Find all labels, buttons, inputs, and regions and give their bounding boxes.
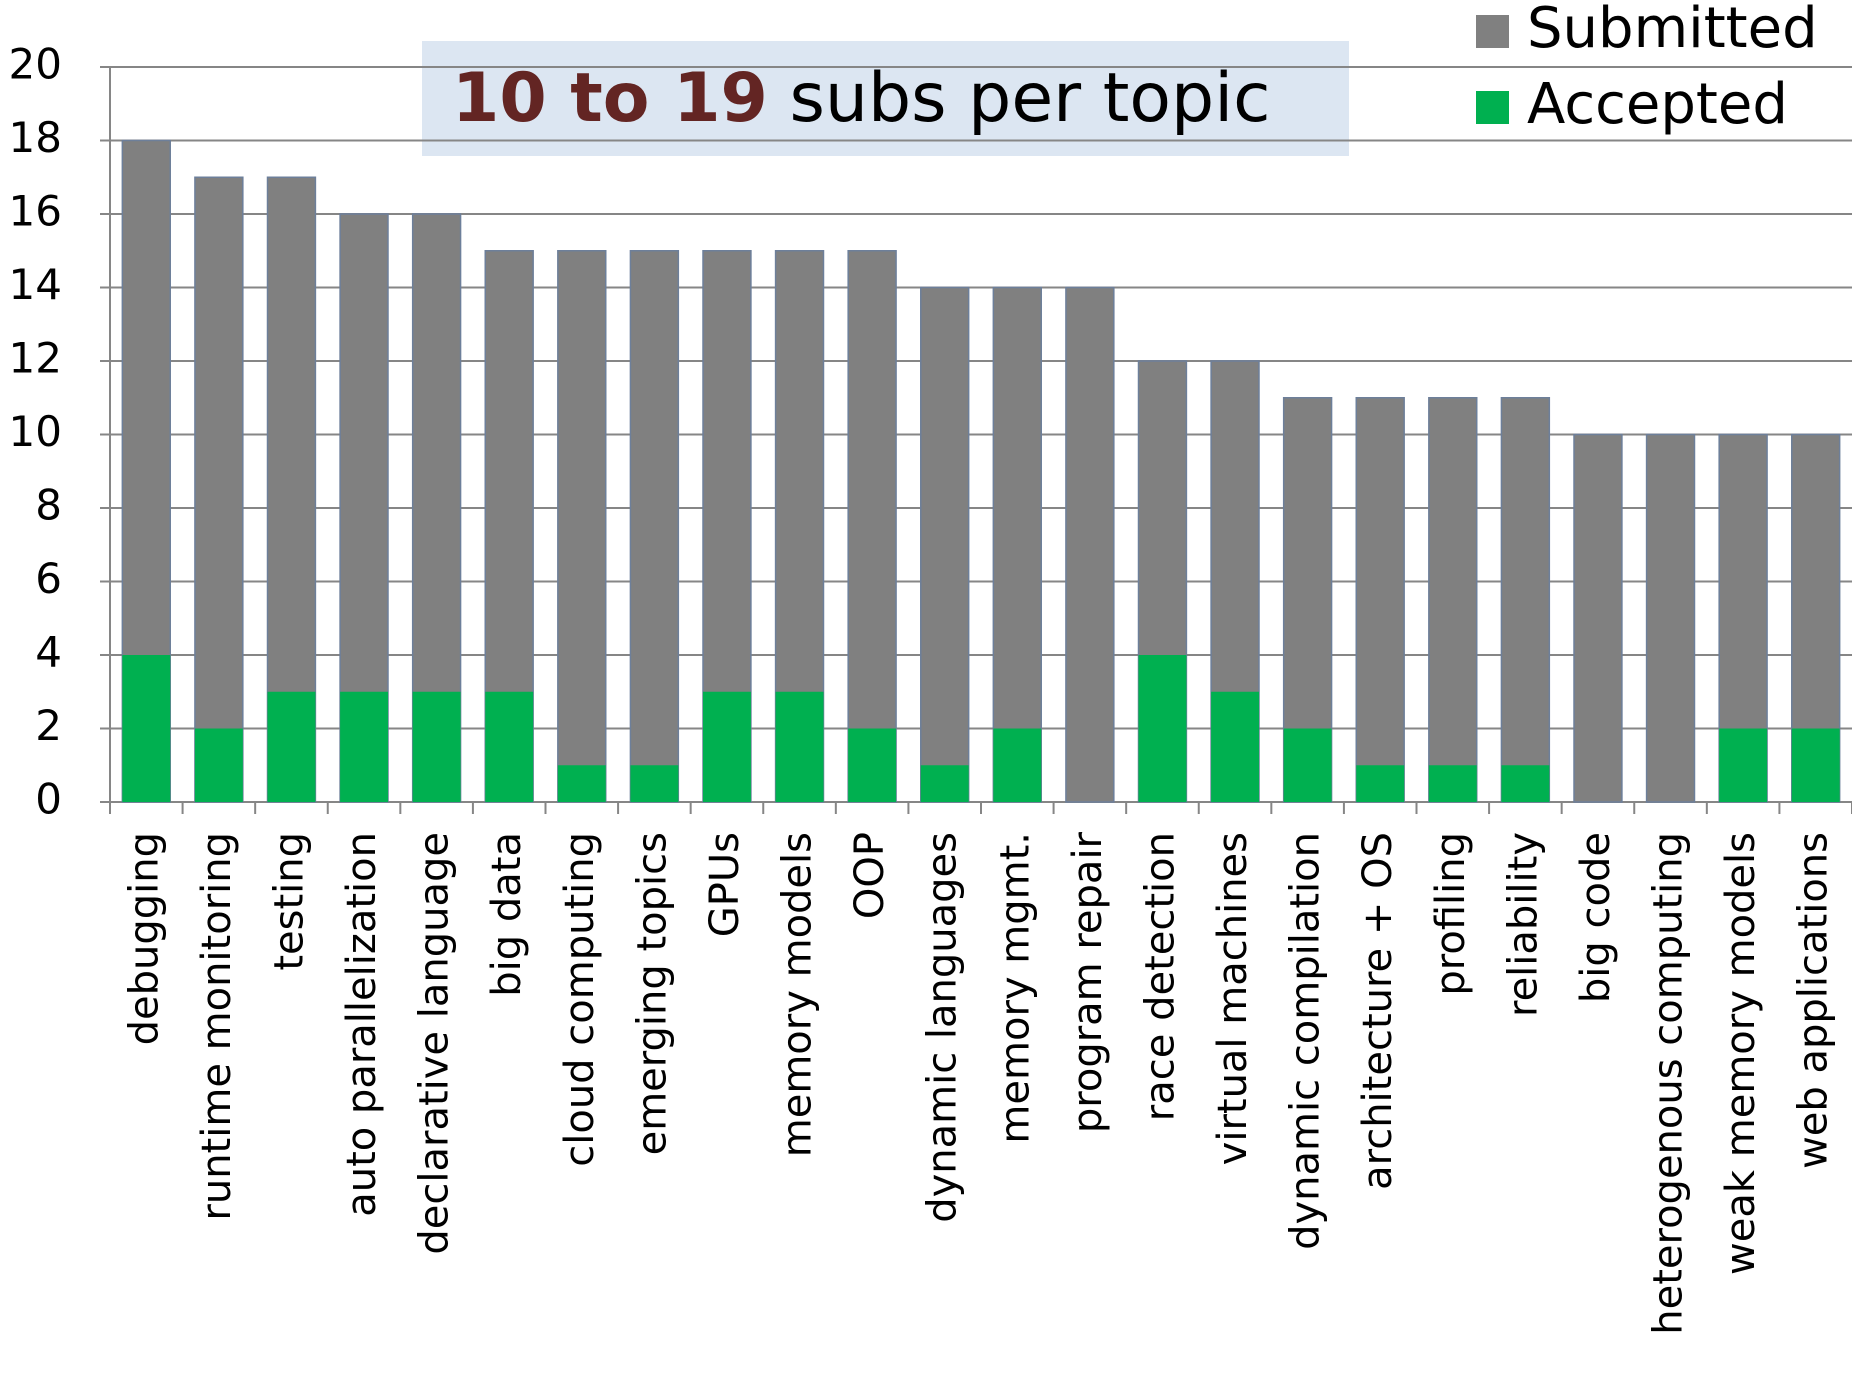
y-tick-label: 4	[35, 628, 62, 677]
x-tick-label: declarative language	[412, 832, 458, 1255]
bar	[340, 691, 388, 802]
bar	[1138, 655, 1187, 802]
x-tick-label: dynamic compilation	[1283, 832, 1329, 1250]
bar	[557, 250, 607, 803]
x-tick-label: heterogenous computing	[1646, 832, 1692, 1335]
bar	[1428, 765, 1477, 802]
bar	[267, 691, 316, 802]
bar	[1065, 286, 1115, 803]
x-tick-label: race detection	[1137, 832, 1183, 1121]
x-tick-label: runtime monitoring	[194, 832, 240, 1221]
bar	[194, 176, 244, 803]
bar	[1719, 728, 1768, 802]
x-tick-label: reliability	[1500, 832, 1546, 1017]
bar	[1501, 765, 1550, 802]
bar	[557, 765, 606, 802]
x-tick-label: profiling	[1428, 832, 1474, 996]
legend-swatch	[1476, 91, 1509, 124]
y-tick-label: 6	[35, 554, 62, 603]
title-box	[422, 41, 1349, 156]
x-tick-label: memory models	[775, 832, 821, 1157]
y-tick-label: 20	[9, 40, 62, 89]
bar	[1428, 397, 1478, 803]
bar	[920, 765, 969, 802]
bar	[847, 250, 897, 803]
y-tick-label: 18	[9, 113, 62, 162]
chart-title: 10 to 19 subs per topic	[452, 59, 1270, 138]
bar	[1211, 691, 1259, 802]
title-space	[768, 59, 790, 138]
x-tick-label: web applications	[1791, 832, 1837, 1169]
x-tick-label: dynamic languages	[920, 832, 966, 1223]
bar	[1791, 728, 1840, 802]
bar	[1283, 728, 1332, 802]
bar	[122, 655, 171, 802]
x-tick-label: big data	[484, 832, 530, 997]
bar	[993, 728, 1042, 802]
x-tick-label: weak memory models	[1718, 832, 1764, 1275]
x-tick-label: virtual machines	[1210, 832, 1256, 1165]
x-tick-label: big code	[1573, 832, 1619, 1003]
bar	[1573, 433, 1623, 803]
bar	[629, 250, 680, 803]
legend-label: Submitted	[1527, 0, 1818, 61]
bar	[1645, 433, 1696, 803]
legend-swatch	[1476, 15, 1509, 48]
bar	[194, 728, 243, 802]
bar	[848, 728, 897, 802]
x-tick-label: memory mgmt.	[992, 832, 1038, 1144]
title-rest: subs per topic	[789, 59, 1270, 138]
y-tick-label: 8	[35, 481, 62, 530]
bar	[992, 286, 1042, 803]
x-tick-label: architecture + OS	[1355, 832, 1401, 1190]
bar	[412, 691, 461, 802]
title-highlight: 10 to 19	[452, 59, 768, 138]
y-tick-label: 10	[9, 407, 62, 456]
x-tick-label: program repair	[1065, 831, 1111, 1133]
y-tick-label: 14	[9, 260, 62, 309]
y-tick-label: 16	[9, 187, 62, 236]
y-tick-label: 2	[35, 701, 62, 750]
bar	[485, 691, 534, 802]
y-tick-label: 0	[35, 775, 62, 824]
bar	[630, 765, 679, 802]
bar	[703, 691, 751, 802]
bar	[920, 286, 970, 803]
legend-label: Accepted	[1527, 72, 1788, 137]
bar	[1355, 397, 1405, 803]
bar	[1500, 397, 1551, 803]
y-tick-label: 12	[9, 334, 62, 383]
x-tick-label: emerging topics	[629, 832, 675, 1155]
x-tick-label: OOP	[847, 832, 893, 919]
x-tick-label: testing	[266, 832, 312, 971]
x-tick-label: GPUs	[702, 832, 748, 937]
bar	[775, 691, 824, 802]
x-tick-label: debugging	[121, 832, 167, 1045]
x-tick-label: cloud computing	[557, 832, 603, 1167]
x-tick-label: auto parallelization	[339, 832, 385, 1217]
bar	[1356, 765, 1405, 802]
